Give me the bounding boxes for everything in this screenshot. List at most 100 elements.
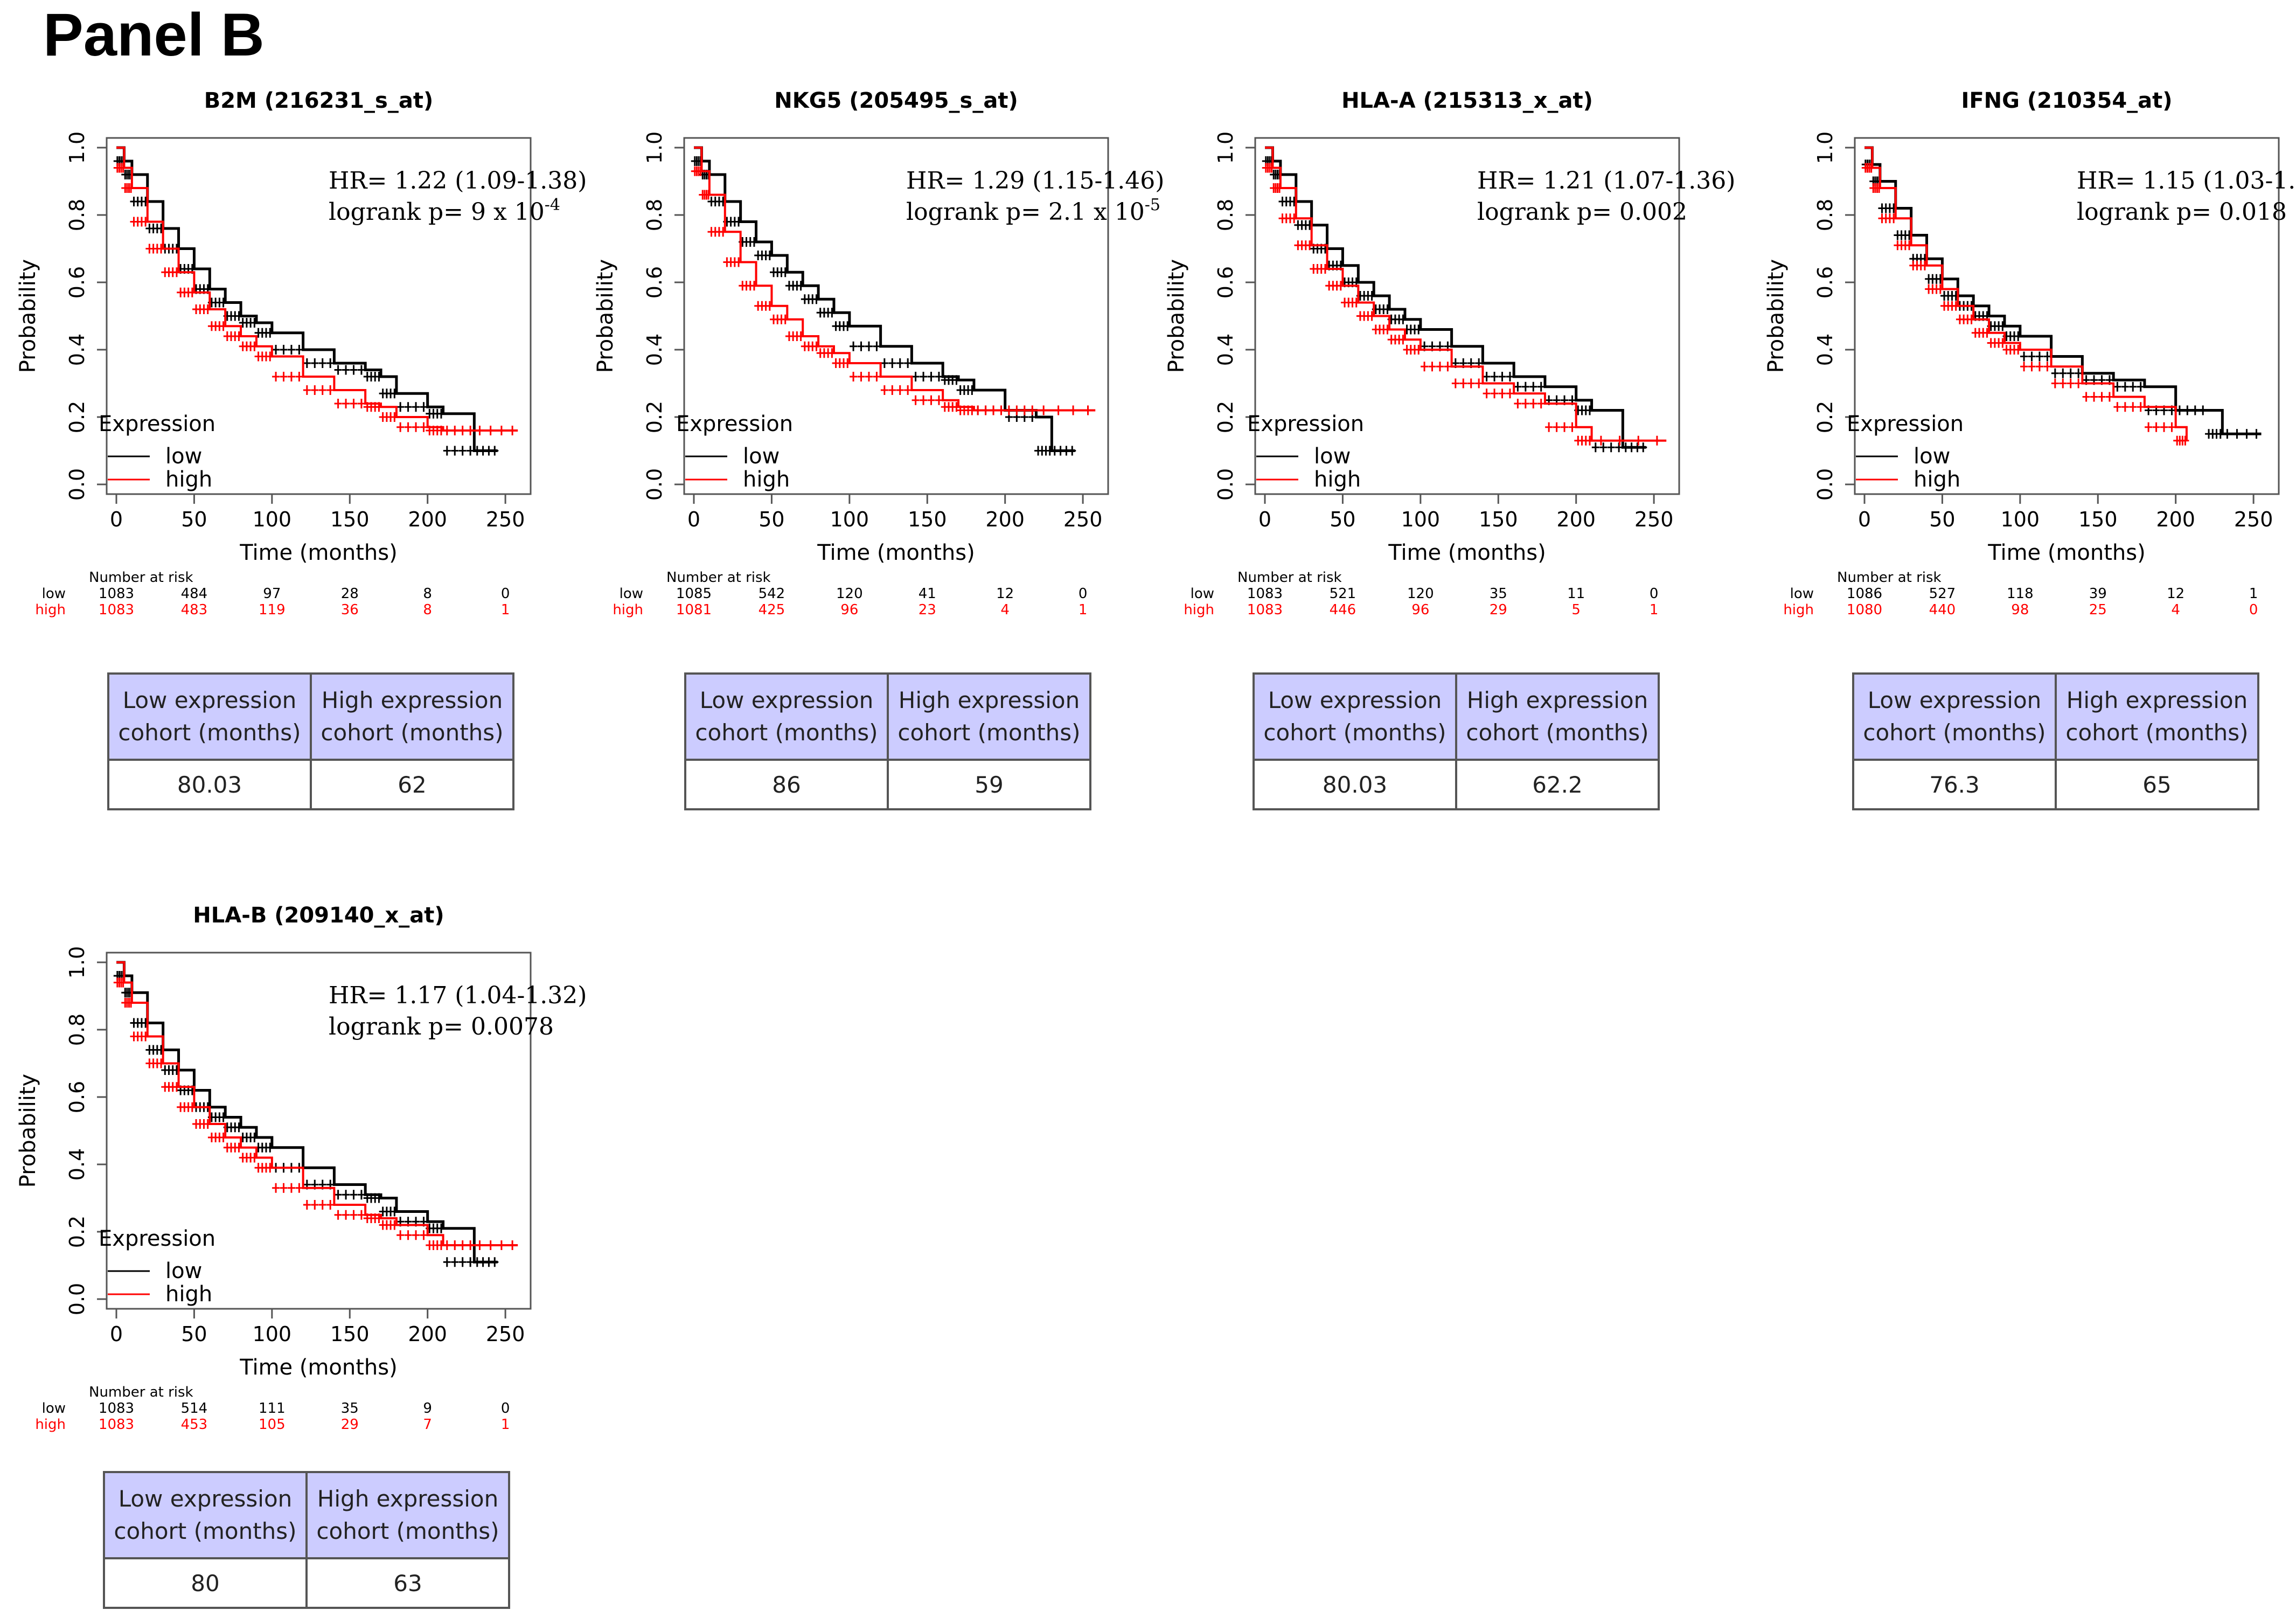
km-chart-hla-a: HLA-A (215313_x_at)0.00.20.40.60.81.00 50… xyxy=(1164,88,1735,618)
plot-frame xyxy=(1254,137,1680,495)
x-tick-label: 150 xyxy=(908,508,947,531)
risk-count-high: 1083 xyxy=(99,602,134,618)
legend-label-high: high xyxy=(1314,467,1361,492)
risk-count-low: 1085 xyxy=(676,586,712,602)
x-tick-label: 200 xyxy=(985,508,1025,531)
x-tick-label: 0 xyxy=(110,1322,123,1346)
risk-count-high: 440 xyxy=(1929,602,1956,618)
risk-count-low: 12 xyxy=(996,586,1014,602)
high-median-value: 62.2 xyxy=(1455,759,1660,810)
y-tick-label: 0.8 xyxy=(65,1014,89,1046)
risk-count-low: 514 xyxy=(181,1400,208,1417)
logrank-annotation: logrank p= 2.1 x 10-5 xyxy=(906,196,1160,226)
legend-label-low: low xyxy=(165,444,202,469)
risk-count-low: 542 xyxy=(759,586,785,602)
x-axis-label: Time (months) xyxy=(1388,540,1546,565)
x-tick-label: 0 xyxy=(1258,508,1271,531)
risk-count-high: 4 xyxy=(1000,602,1010,618)
y-tick-label: 0.4 xyxy=(1214,334,1237,366)
logrank-annotation: logrank p= 0.0078 xyxy=(329,1013,554,1040)
risk-count-high: 36 xyxy=(341,602,359,618)
legend-label-low: low xyxy=(1314,444,1351,469)
y-tick-label: 0.2 xyxy=(1813,401,1837,433)
plot-frame xyxy=(106,952,532,1310)
y-tick-label: 0.6 xyxy=(1214,266,1237,299)
km-curve-low xyxy=(1265,146,1646,449)
low-expression-header: Low expression cohort (months) xyxy=(103,1471,308,1559)
km-curve-high xyxy=(694,147,1096,412)
risk-count-low: 111 xyxy=(259,1400,286,1417)
y-axis-label: Probability xyxy=(1764,259,1789,373)
legend-title: Expression xyxy=(1847,412,1964,436)
median-table-ifng: Low expression cohort (months) High expre… xyxy=(1852,672,2259,810)
km-curve-low xyxy=(116,146,498,452)
high-expression-header: High expression cohort (months) xyxy=(305,1471,510,1559)
risk-count-low: 1083 xyxy=(99,1400,134,1417)
risk-count-low: 0 xyxy=(1650,586,1659,602)
censor-marks-low xyxy=(1861,159,2260,439)
legend-label-low: low xyxy=(1914,444,1950,469)
y-tick-label: 0.6 xyxy=(65,1081,89,1113)
risk-count-high: 1 xyxy=(1079,602,1088,618)
km-chart-nkg5: NKG5 (205495_s_at) 0.0 0.2 0.4 0.6 0.8 1.0 0 50 1… xyxy=(593,88,1164,618)
risk-count-high: 1080 xyxy=(1847,602,1882,618)
risk-count-low: 120 xyxy=(836,586,863,602)
hr-annotation: HR= 1.21 (1.07-1.36) xyxy=(1477,167,1735,195)
x-tick-label: 250 xyxy=(2234,508,2273,531)
y-tick-label: 0.6 xyxy=(65,266,89,299)
risk-count-low: 97 xyxy=(263,586,281,602)
hr-annotation: HR= 1.22 (1.09-1.38) xyxy=(329,167,587,195)
low-median-value: 76.3 xyxy=(1852,759,2057,810)
legend-label-high: high xyxy=(165,1282,212,1307)
x-tick-label: 200 xyxy=(408,508,447,531)
x-tick-label: 50 xyxy=(1330,508,1355,531)
logrank-annotation: logrank p= 0.018 xyxy=(2077,198,2287,226)
risk-label-high: high xyxy=(613,602,643,618)
legend-title: Expression xyxy=(676,412,793,436)
km-chart-ifng: IFNG (210354_at) 0.0 0.2 0.4 0.6 0.8 1.0 0 50 100… xyxy=(1764,88,2296,618)
risk-title: Number at risk xyxy=(1837,570,1942,586)
risk-count-low: 35 xyxy=(1490,586,1507,602)
y-tick-label: 0.0 xyxy=(1813,468,1837,501)
y-tick-label: 0.2 xyxy=(65,1216,89,1248)
x-tick-label: 150 xyxy=(1479,508,1518,531)
risk-count-high: 96 xyxy=(1411,602,1429,618)
risk-count-high: 7 xyxy=(423,1417,432,1433)
km-chart-hla-b: HLA-B (209140_x_at) 0.0 0.2 0.4 0.6 0.8 1.0 0 50… xyxy=(16,903,587,1433)
x-tick-label: 100 xyxy=(830,508,869,531)
median-table-hla-a: Low expression cohort (months) High expre… xyxy=(1253,672,1660,810)
legend-title: Expression xyxy=(99,412,215,436)
y-tick-label: 0.4 xyxy=(65,334,89,366)
y-tick-label: 0.8 xyxy=(65,199,89,231)
y-tick-label: 1.0 xyxy=(643,131,666,164)
y-tick-label: 0.0 xyxy=(65,468,89,501)
plot-frame xyxy=(683,137,1109,495)
risk-count-low: 484 xyxy=(181,586,208,602)
risk-label-low: low xyxy=(1191,586,1214,602)
x-tick-label: 50 xyxy=(181,508,207,531)
legend-label-high: high xyxy=(743,467,790,492)
risk-count-low: 0 xyxy=(501,1400,510,1417)
x-tick-label: 150 xyxy=(330,508,370,531)
risk-count-high: 5 xyxy=(1571,602,1581,618)
km-curve-high xyxy=(1265,147,1667,442)
chart-title: NKG5 (205495_s_at) xyxy=(774,88,1018,113)
legend-title: Expression xyxy=(1247,412,1364,436)
y-tick-label: 0.8 xyxy=(1214,199,1237,231)
x-tick-label: 150 xyxy=(2078,508,2118,531)
x-tick-label: 50 xyxy=(181,1322,207,1346)
x-tick-label: 100 xyxy=(1401,508,1441,531)
risk-count-high: 8 xyxy=(423,602,432,618)
high-median-value: 62 xyxy=(310,759,514,810)
high-expression-header: High expression cohort (months) xyxy=(310,672,514,761)
y-tick-label: 1.0 xyxy=(65,131,89,164)
censor-marks-high xyxy=(691,166,1092,415)
y-tick-label: 0.8 xyxy=(1813,199,1837,231)
x-tick-label: 100 xyxy=(253,1322,292,1346)
risk-count-high: 119 xyxy=(259,602,286,618)
x-tick-label: 250 xyxy=(486,1322,525,1346)
risk-count-low: 1086 xyxy=(1847,586,1882,602)
risk-title: Number at risk xyxy=(666,570,771,586)
risk-label-low: low xyxy=(620,586,643,602)
x-tick-label: 0 xyxy=(1858,508,1871,531)
